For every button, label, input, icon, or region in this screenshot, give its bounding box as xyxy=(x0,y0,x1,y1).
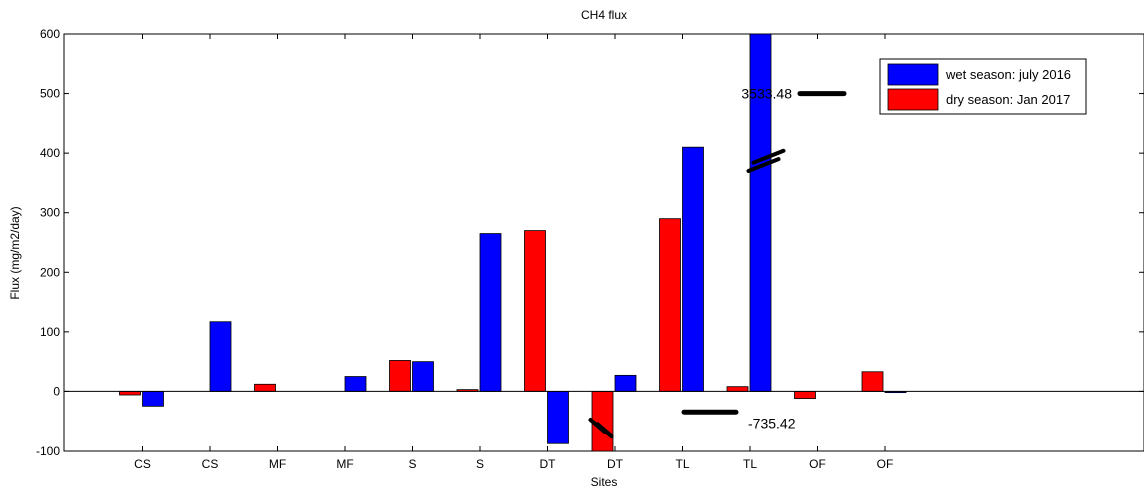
x-tick-label: TL xyxy=(675,457,689,471)
bar xyxy=(726,386,749,392)
y-tick-label: -100 xyxy=(36,444,60,458)
x-tick-label: MF xyxy=(269,457,286,471)
bar xyxy=(412,361,434,392)
y-tick-label: 0 xyxy=(53,384,60,398)
x-tick-label: CS xyxy=(134,457,151,471)
x-tick-label: S xyxy=(476,457,484,471)
bar xyxy=(659,218,681,392)
axis-break-mark xyxy=(746,157,781,174)
bar xyxy=(119,391,141,396)
x-tick-label: DT xyxy=(540,457,557,471)
x-tick-label: TL xyxy=(743,457,757,471)
annotation-label: 3533.48 xyxy=(741,86,792,102)
bar xyxy=(209,321,232,392)
y-tick-label: 200 xyxy=(40,265,60,279)
bar xyxy=(591,391,614,452)
bar xyxy=(682,146,704,392)
legend-entry: wet season: july 2016 xyxy=(945,67,1071,82)
y-tick-label: 300 xyxy=(40,206,60,220)
x-tick-label: OF xyxy=(809,457,826,471)
x-tick-label: MF xyxy=(336,457,353,471)
bar xyxy=(479,233,502,392)
legend-entry: dry season: Jan 2017 xyxy=(946,92,1070,107)
bar xyxy=(861,371,884,392)
bar xyxy=(254,383,276,392)
y-tick-label: 400 xyxy=(40,146,60,160)
legend-swatch xyxy=(887,63,939,86)
bar xyxy=(389,360,411,392)
x-tick-label: DT xyxy=(607,457,624,471)
bars-layer xyxy=(119,33,907,452)
annotation-label: -735.42 xyxy=(748,415,796,431)
x-axis-label: Sites xyxy=(591,475,618,489)
y-tick-label: 100 xyxy=(40,325,60,339)
y-tick-label: 500 xyxy=(40,87,60,101)
chart-title: CH4 flux xyxy=(581,8,627,22)
axis-break-mark xyxy=(751,148,786,165)
axis-break-mark xyxy=(595,422,614,439)
legend-swatch xyxy=(887,88,939,111)
ticks-layer: -100 0 100 200 300 400 500 600 CS CS MF MF S S DT DT TL T… xyxy=(36,27,1144,471)
bar xyxy=(547,391,569,444)
y-tick-label: 600 xyxy=(40,27,60,41)
bar xyxy=(344,376,367,392)
x-tick-label: S xyxy=(408,457,416,471)
y-axis-label: Flux (mg/m2/day) xyxy=(8,206,22,299)
bar xyxy=(614,374,637,392)
annotation-layer: 3533.48 -735.42 xyxy=(588,86,847,439)
bar xyxy=(524,230,546,392)
x-tick-label: OF xyxy=(877,457,894,471)
bar xyxy=(142,391,164,407)
x-tick-label: CS xyxy=(202,457,219,471)
bar xyxy=(794,391,816,399)
legend: wet season: july 2016 dry season: Jan 201… xyxy=(879,58,1087,115)
